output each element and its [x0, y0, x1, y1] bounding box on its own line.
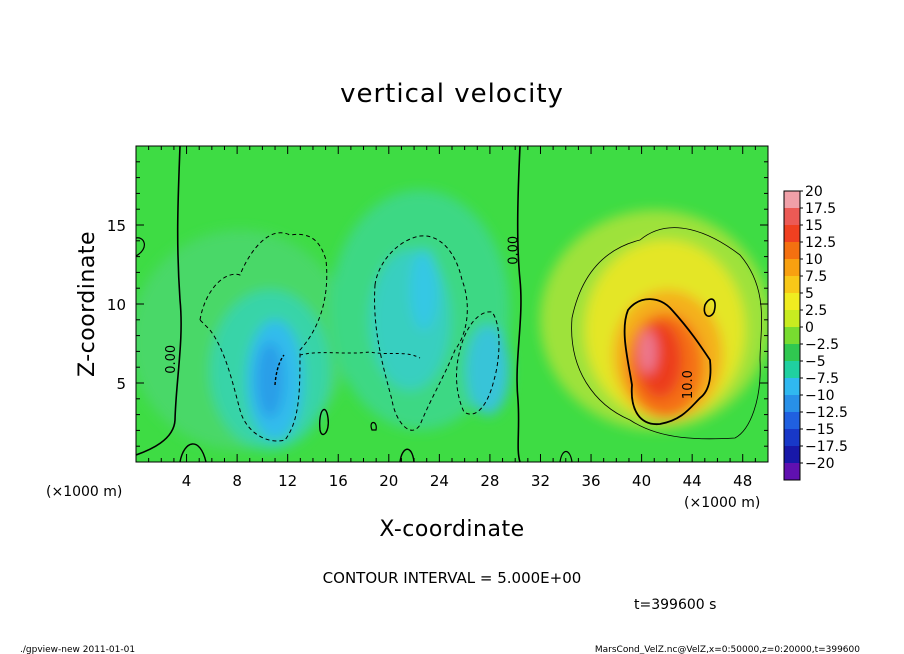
colorbar-label: −10 — [805, 388, 835, 404]
x-tick-label: 36 — [581, 472, 600, 490]
colorbar-label: −15 — [805, 422, 835, 438]
y-tick-label: 10 — [107, 296, 126, 314]
x-tick-label: 8 — [232, 472, 242, 490]
x-axis: 4 8 12 16 20 24 28 32 36 40 44 48 — [148, 146, 756, 490]
colorbar-label: 20 — [805, 184, 823, 200]
contour-label: 0.00 — [164, 345, 179, 374]
colorbar-swatch — [784, 276, 800, 293]
x-unit-left: (×1000 m) — [46, 484, 122, 500]
colorbar-label: −17.5 — [805, 439, 848, 455]
colorbar-label: 2.5 — [805, 303, 827, 319]
colorbar-swatch — [784, 191, 800, 208]
y-axis: 5 10 15 — [107, 161, 768, 447]
x-tick-label: 40 — [632, 472, 651, 490]
contour-label: 10.0 — [681, 370, 696, 399]
colorbar-swatch — [784, 310, 800, 327]
colorbar-swatch — [784, 293, 800, 310]
colorbar-label: 15 — [805, 218, 823, 234]
colorbar-swatch — [784, 378, 800, 395]
colorbar-swatch — [784, 344, 800, 361]
x-tick-label: 44 — [683, 472, 702, 490]
colorbar-swatch — [784, 446, 800, 463]
colorbar-swatch — [784, 242, 800, 259]
colorbar-label: −2.5 — [805, 337, 839, 353]
colorbar-swatch — [784, 429, 800, 446]
colorbar-label: 5 — [805, 286, 814, 302]
colorbar: 2017.51512.5107.552.50−2.5−5−7.5−10−12.5… — [783, 184, 848, 481]
footer-left: ./gpview-new 2011-01-01 — [20, 645, 135, 654]
contour-interval: CONTOUR INTERVAL = 5.000E+00 — [323, 569, 582, 587]
colorbar-label: −5 — [805, 354, 826, 370]
colorbar-label: −20 — [805, 456, 835, 472]
colorbar-swatch — [784, 395, 800, 412]
y-tick-label: 15 — [107, 217, 126, 235]
colorbar-label: 12.5 — [805, 235, 836, 251]
colorbar-swatch — [784, 361, 800, 378]
x-unit-right: (×1000 m) — [684, 495, 760, 511]
y-tick-label: 5 — [116, 375, 126, 393]
colorbar-label: −7.5 — [805, 371, 839, 387]
x-tick-label: 48 — [733, 472, 752, 490]
contour-label: 0.00 — [507, 236, 522, 265]
x-axis-label: X-coordinate — [379, 517, 524, 542]
colorbar-label: 10 — [805, 252, 823, 268]
colorbar-swatch — [784, 208, 800, 225]
colorbar-swatch — [784, 463, 800, 480]
x-tick-label: 20 — [379, 472, 398, 490]
x-tick-label: 16 — [329, 472, 348, 490]
x-tick-label: 32 — [531, 472, 550, 490]
y-axis-label: Z-coordinate — [75, 231, 100, 377]
colorbar-swatch — [784, 259, 800, 276]
colorbar-swatch — [784, 412, 800, 429]
chart-title: vertical velocity — [340, 79, 564, 109]
colorbar-frame — [783, 190, 801, 481]
x-tick-label: 12 — [278, 472, 297, 490]
colorbar-label: 0 — [805, 320, 814, 336]
colorbar-swatch — [784, 327, 800, 344]
x-tick-label: 28 — [480, 472, 499, 490]
colorbar-label: −12.5 — [805, 405, 848, 421]
colorbar-label: 7.5 — [805, 269, 827, 285]
colorbar-swatch — [784, 225, 800, 242]
footer-right: MarsCond_VelZ.nc@VelZ,x=0:50000,z=0:2000… — [595, 645, 860, 654]
colorbar-label: 17.5 — [805, 201, 836, 217]
x-tick-label: 24 — [430, 472, 449, 490]
heatmap-field — [136, 146, 768, 462]
x-tick-label: 4 — [182, 472, 192, 490]
time-label: t=399600 s — [634, 597, 716, 613]
